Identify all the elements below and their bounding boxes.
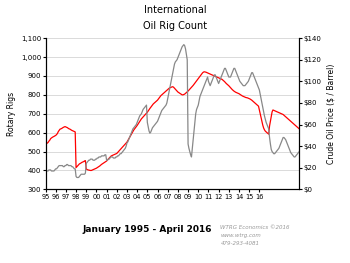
Text: 479-293-4081: 479-293-4081 bbox=[220, 241, 259, 246]
Text: January 1995 - April 2016: January 1995 - April 2016 bbox=[82, 225, 212, 234]
Text: WTRG Economics ©2016: WTRG Economics ©2016 bbox=[220, 225, 290, 230]
Text: Oil Rig Count: Oil Rig Count bbox=[143, 21, 207, 31]
Text: International: International bbox=[144, 5, 206, 15]
Y-axis label: Rotary Rigs: Rotary Rigs bbox=[7, 92, 15, 136]
Y-axis label: Crude Oil Price ($ / Barrel): Crude Oil Price ($ / Barrel) bbox=[327, 64, 336, 164]
Text: www.wtrg.com: www.wtrg.com bbox=[220, 233, 261, 238]
